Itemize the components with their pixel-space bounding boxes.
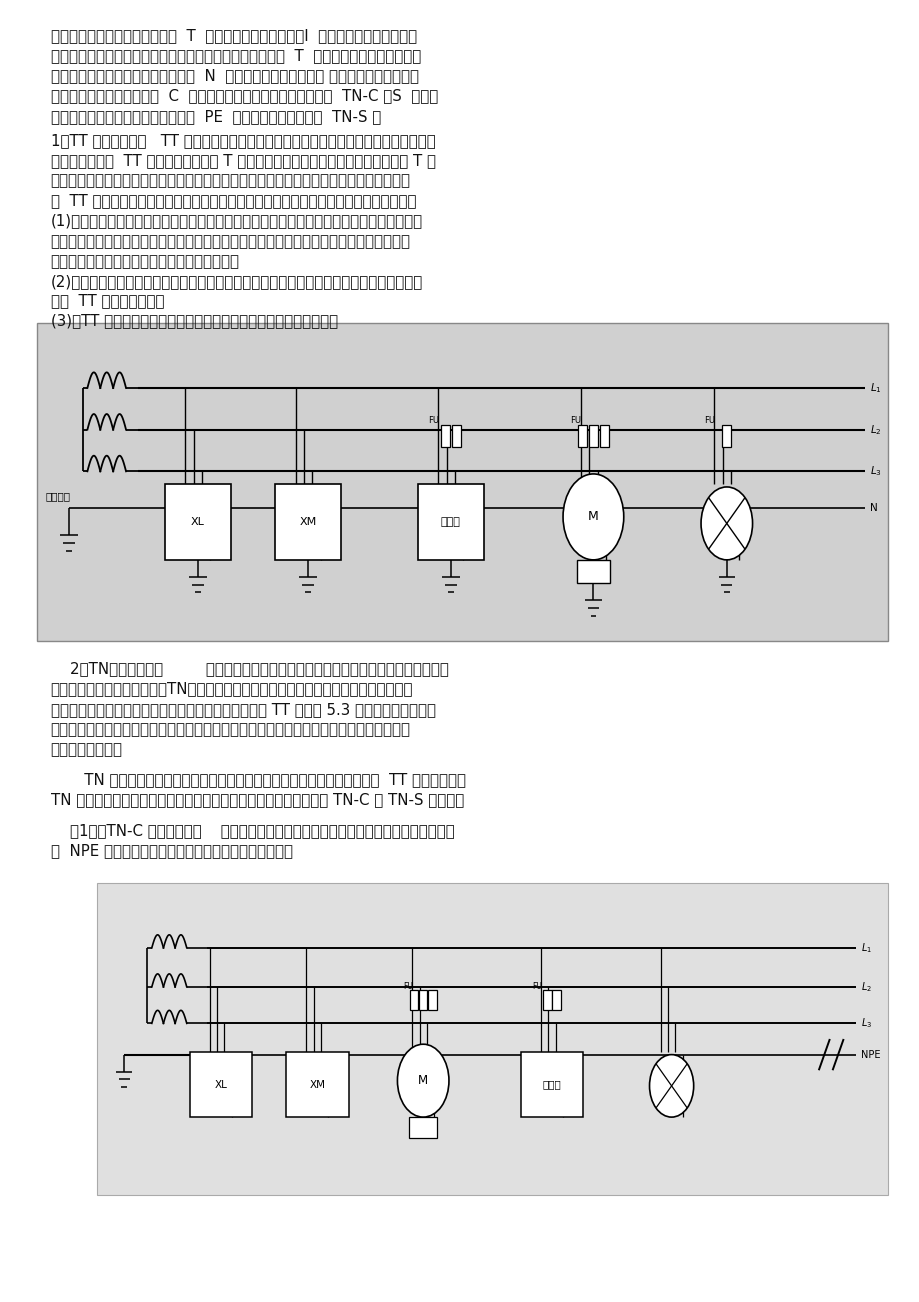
Bar [599, 424, 608, 447]
Text: FU: FU [427, 417, 438, 424]
Text: 的外壳对地电压高于安全电压，属于危险电压。: 的外壳对地电压高于安全电压，属于危险电压。 [51, 254, 239, 270]
Circle shape [397, 1044, 448, 1117]
Text: 示负载设备外露不与带电体相接的金属导电部分与大地直接联接，而与系统如何接地无关。: 示负载设备外露不与带电体相接的金属导电部分与大地直接联接，而与系统如何接地无关。 [51, 173, 410, 189]
Text: 2、TN方式供电系统         这种供电系统是将电气设备的金属外壳与工作零线相接的保护: 2、TN方式供电系统 这种供电系统是将电气设备的金属外壳与工作零线相接的保护 [51, 661, 448, 677]
Circle shape [562, 474, 623, 560]
Text: TN 方式供电系统中，根据其保护零线是否与工作零线分开而划分为 TN-C 和 TN-S 等两种。: TN 方式供电系统中，根据其保护零线是否与工作零线分开而划分为 TN-C 和 T… [51, 792, 463, 807]
Circle shape [700, 487, 752, 560]
Text: (2)、当漏电电流比较小时，即使有熔断器也不一定能熔断，所以还需要漏电保护器作保护，: (2)、当漏电电流比较小时，即使有熔断器也不一定能熔断，所以还需要漏电保护器作保… [51, 275, 423, 289]
Text: 线与保护线的组合关系。如  C  表示工作零线与保护线是合一的，如  TN-C ；S  表示工: 线与保护线的组合关系。如 C 表示工作零线与保护线是合一的，如 TN-C ；S … [51, 89, 437, 104]
Bar [721, 424, 731, 447]
Text: $L_1$: $L_1$ [869, 381, 881, 395]
Text: 接地系统，也称  TT 系统。第一个符号 T 表示电力系统中性点直接接地；第二个符号 T 表: 接地系统，也称 TT 系统。第一个符号 T 表示电力系统中性点直接接地；第二个符… [51, 154, 435, 168]
Text: XM: XM [309, 1079, 325, 1090]
Text: 系统能将漏电电流上升为短路电流，这个电流很大，是 TT 系统的 5.3 倍，实际上就是单相: 系统能将漏电电流上升为短路电流，这个电流很大，是 TT 系统的 5.3 倍，实际… [51, 702, 435, 717]
Text: 1、TT 方式供电系统   TT 方式是指将电气设备的金属外壳直接接地的保护系统，称为保护: 1、TT 方式供电系统 TT 方式是指将电气设备的金属外壳直接接地的保护系统，称… [51, 133, 435, 148]
Bar [189, 1052, 252, 1117]
Text: $L_3$: $L_3$ [860, 1017, 871, 1030]
Bar [440, 424, 449, 447]
Text: FU: FU [570, 417, 581, 424]
Text: $L_2$: $L_2$ [869, 423, 881, 436]
Text: 作零线与保护线是严格分开的，所以  PE  线称为专用保护线，如  TN-S 。: 作零线与保护线是严格分开的，所以 PE 线称为专用保护线，如 TN-S 。 [51, 109, 380, 124]
Text: 因此  TT 系统难以推广。: 因此 TT 系统难以推广。 [51, 294, 164, 309]
Bar [165, 484, 231, 560]
Bar [520, 1052, 583, 1117]
Text: $L_3$: $L_3$ [869, 465, 881, 478]
Text: XL: XL [214, 1079, 227, 1090]
Text: NPE: NPE [860, 1049, 879, 1060]
Bar [543, 990, 551, 1010]
Bar [37, 323, 887, 641]
Bar [96, 883, 887, 1195]
Text: M: M [587, 510, 598, 523]
Bar [577, 424, 586, 447]
Circle shape [649, 1055, 693, 1117]
Text: $L_2$: $L_2$ [860, 980, 871, 993]
Bar [576, 560, 609, 583]
Bar [275, 484, 341, 560]
Text: $L_1$: $L_1$ [860, 941, 871, 954]
Bar [428, 990, 437, 1010]
Text: FU: FU [703, 417, 714, 424]
Bar [410, 990, 418, 1010]
Text: 在  TT 系统中负载的所有接地均称为保护接地，如下图所示。这种供电系统的特点如下：: 在 TT 系统中负载的所有接地均称为保护接地，如下图所示。这种供电系统的特点如下… [51, 193, 415, 208]
Text: 断电，比较安全。: 断电，比较安全。 [51, 742, 122, 758]
Text: 电力（电源）系统对地关系。如  T  表示是中性点直接接地；I  表示所有带电部分绝缘。: 电力（电源）系统对地关系。如 T 表示是中性点直接接地；I 表示所有带电部分绝缘… [51, 27, 416, 43]
Text: XM: XM [300, 517, 316, 527]
Bar [286, 1052, 348, 1117]
Text: 系统，称作接零保护系统，用TN表示。它的特点如下：一旦设备出现外壳带电，接零保护: 系统，称作接零保护系统，用TN表示。它的特点如下：一旦设备出现外壳带电，接零保护 [51, 682, 413, 697]
Text: （1）、TN-C 方式供电系统    它是用工作零线兼作接零保护线，可以称作保护中性线，可: （1）、TN-C 方式供电系统 它是用工作零线兼作接零保护线，可以称作保护中性线… [51, 823, 454, 838]
Text: 电焊机: 电焊机 [440, 517, 460, 527]
Text: FU: FU [531, 983, 541, 991]
Text: XL: XL [190, 517, 205, 527]
Text: (3)、TT 系统接地装置耗用钢材多，而且难以回收、费工时、费料。: (3)、TT 系统接地装置耗用钢材多，而且难以回收、费工时、费料。 [51, 314, 337, 328]
Bar [451, 424, 460, 447]
Text: FU: FU [403, 983, 413, 991]
Bar [588, 424, 597, 447]
Text: TN 系统节省材料、工时，在我国和其他许多国家广泛得到应用，可见比  TT 系统优点多。: TN 系统节省材料、工时，在我国和其他许多国家广泛得到应用，可见比 TT 系统优… [51, 772, 465, 788]
Bar [417, 484, 483, 560]
Text: N: N [869, 503, 877, 513]
Text: 工作接地: 工作接地 [46, 491, 71, 501]
Text: 第二个字母表示用电装置外露的可导电部分对地的关系。如  T  表示设备外壳接地，它与系: 第二个字母表示用电装置外露的可导电部分对地的关系。如 T 表示设备外壳接地，它与… [51, 48, 420, 64]
Bar [409, 1117, 437, 1138]
Text: 电焊机: 电焊机 [542, 1079, 561, 1090]
Text: (1)、当电气设备的金属外壳带电（相线碰壳或设备绝缘损坏而漏电）时，由于有接地保护，: (1)、当电气设备的金属外壳带电（相线碰壳或设备绝缘损坏而漏电）时，由于有接地保… [51, 214, 422, 229]
Bar [551, 990, 561, 1010]
Text: 用  NPE 表示，如下图所示。这种供电系统的特点如下：: 用 NPE 表示，如下图所示。这种供电系统的特点如下： [51, 844, 292, 858]
Text: M: M [417, 1074, 428, 1087]
Text: 对地短路故障，熔断器的熔丝会熔断，低压断路器的脱扣器会立即动作而跳闸，使故障设备: 对地短路故障，熔断器的熔丝会熔断，低压断路器的脱扣器会立即动作而跳闸，使故障设备 [51, 721, 410, 737]
Text: 统中的其他任何接地点无直接关系；  N  表示负载采用接零保护。 第三个字母表示工作零: 统中的其他任何接地点无直接关系； N 表示负载采用接零保护。 第三个字母表示工作… [51, 68, 418, 83]
Bar [419, 990, 427, 1010]
Text: 可以大大减少触电的危险性。但是，低压断路器（自动开关）不一定能跳闸，造成漏电设备: 可以大大减少触电的危险性。但是，低压断路器（自动开关）不一定能跳闸，造成漏电设备 [51, 234, 410, 249]
